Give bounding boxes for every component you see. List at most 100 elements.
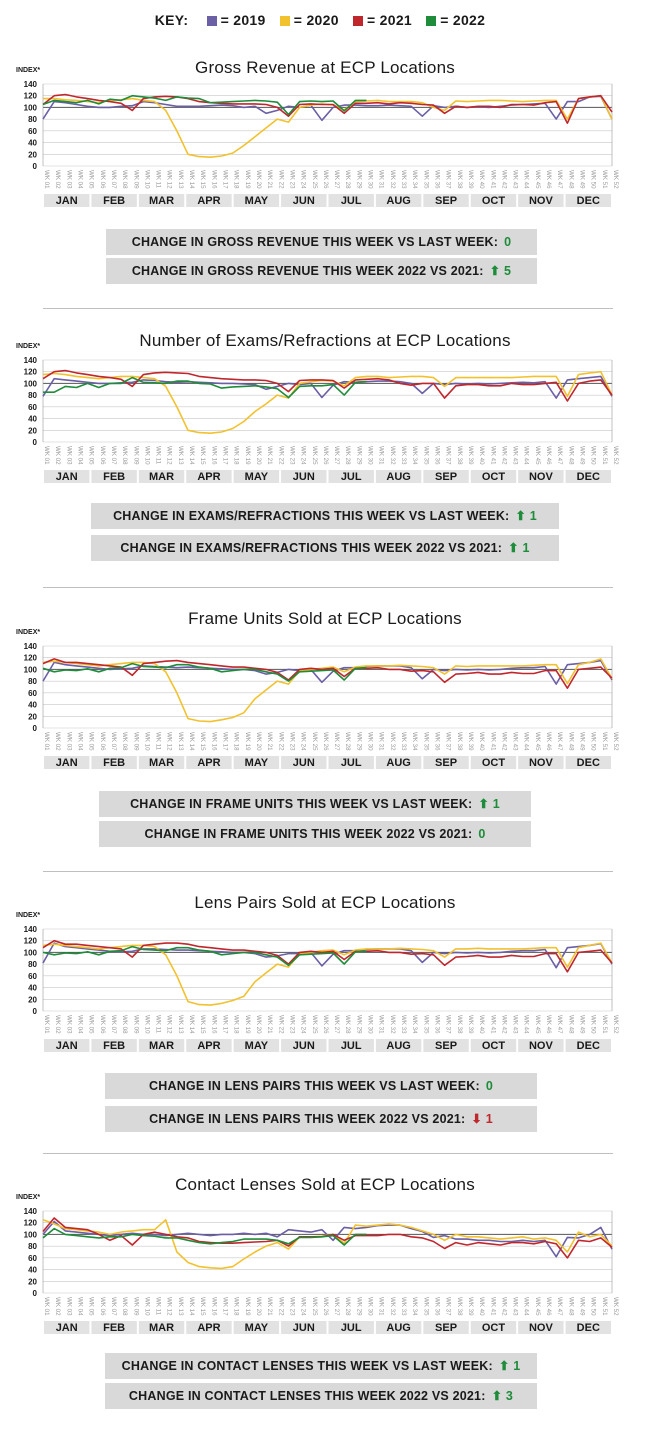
month-label: JUN <box>293 757 315 769</box>
change-box: CHANGE IN LENS PAIRS THIS WEEK 2022 VS 2… <box>105 1106 537 1132</box>
y-tick-label: 140 <box>24 356 38 365</box>
month-cell <box>518 1321 564 1334</box>
x-tick-label: WK 40 <box>478 732 485 751</box>
change-box: CHANGE IN GROSS REVENUE THIS WEEK 2022 V… <box>106 258 537 284</box>
y-tick-label: 140 <box>24 80 38 89</box>
change-label: CHANGE IN FRAME UNITS THIS WEEK 2022 VS … <box>144 827 473 841</box>
change-value: 0 <box>504 235 512 249</box>
month-label: JAN <box>56 757 78 769</box>
y-tick-label: 80 <box>28 391 37 400</box>
x-tick-label: WK 51 <box>601 1015 608 1034</box>
x-tick-label: WK 12 <box>166 732 173 751</box>
x-tick-label: WK 45 <box>534 1015 541 1034</box>
x-tick-label: WK 01 <box>43 446 50 465</box>
month-label: MAY <box>245 757 269 769</box>
change-label: CHANGE IN LENS PAIRS THIS WEEK VS LAST W… <box>149 1079 480 1093</box>
change-box: CHANGE IN CONTACT LENSES THIS WEEK 2022 … <box>105 1383 537 1409</box>
y-tick-label: 140 <box>24 1207 38 1216</box>
x-tick-label: WK 40 <box>478 446 485 465</box>
chart-gross-revenue: INDEX* 0 20 40 60 80 100 120 140 WK 01 WK 02 WK 03 W… <box>16 67 619 207</box>
x-tick-label: WK 11 <box>155 170 162 189</box>
x-tick-label: WK 28 <box>344 170 351 189</box>
x-tick-label: WK 06 <box>99 732 106 751</box>
series-line-2021 <box>42 939 613 973</box>
x-tick-label: WK 30 <box>367 732 374 751</box>
x-tick-label: WK 06 <box>99 1015 106 1034</box>
x-tick-label: WK 51 <box>601 1297 608 1316</box>
x-tick-label: WK 29 <box>355 732 362 751</box>
x-tick-label: WK 09 <box>132 446 139 465</box>
month-label: NOV <box>529 471 554 483</box>
x-tick-label: WK 33 <box>400 1015 407 1034</box>
month-cell <box>91 1039 137 1052</box>
chart-lens-pairs: INDEX* 0 20 40 60 80 100 120 140 WK 01 WK 02 WK 03 W… <box>16 912 619 1052</box>
x-tick-label: WK 13 <box>177 1297 184 1316</box>
month-label: MAR <box>149 1040 174 1052</box>
month-label: FEB <box>103 757 125 769</box>
month-label: JAN <box>56 471 78 483</box>
change-box: CHANGE IN EXAMS/REFRACTIONS THIS WEEK VS… <box>91 503 559 529</box>
x-tick-label: WK 46 <box>545 1015 552 1034</box>
x-tick-label: WK 41 <box>489 732 496 751</box>
y-tick-label: 120 <box>24 937 38 946</box>
month-label: JUN <box>293 1322 315 1334</box>
month-label: MAR <box>149 757 174 769</box>
x-tick-label: WK 43 <box>512 732 519 751</box>
change-value: ⬆ 3 <box>491 1389 514 1403</box>
month-cell <box>375 194 422 207</box>
x-tick-label: WK 33 <box>400 1297 407 1316</box>
x-tick-label: WK 26 <box>322 170 329 189</box>
y-tick-label: 100 <box>24 379 38 388</box>
x-tick-label: WK 27 <box>333 170 340 189</box>
x-tick-label: WK 15 <box>199 446 206 465</box>
x-tick-label: WK 31 <box>378 732 385 751</box>
month-label: OCT <box>482 1040 506 1052</box>
month-label: OCT <box>482 471 506 483</box>
change-label: CHANGE IN EXAMS/REFRACTIONS THIS WEEK VS… <box>113 509 510 523</box>
y-axis-label: INDEX* <box>16 1194 40 1201</box>
x-tick-label: WK 17 <box>222 170 229 189</box>
month-cell <box>186 1321 232 1334</box>
x-tick-label: WK 26 <box>322 732 329 751</box>
month-cell <box>328 1321 374 1334</box>
month-cell <box>470 470 517 483</box>
y-tick-label: 0 <box>33 1289 38 1298</box>
x-tick-label: WK 24 <box>300 1297 307 1316</box>
month-label: AUG <box>386 471 410 483</box>
x-tick-label: WK 39 <box>467 732 474 751</box>
month-label: MAY <box>245 195 269 207</box>
month-cell <box>138 1321 185 1334</box>
x-tick-label: WK 20 <box>255 732 262 751</box>
x-tick-label: WK 41 <box>489 170 496 189</box>
y-tick-label: 100 <box>24 1230 38 1239</box>
x-tick-label: WK 13 <box>177 170 184 189</box>
x-tick-label: WK 36 <box>433 170 440 189</box>
month-label: DEC <box>577 757 600 769</box>
x-tick-label: WK 20 <box>255 446 262 465</box>
x-tick-label: WK 12 <box>166 1015 173 1034</box>
x-tick-label: WK 07 <box>110 1015 117 1034</box>
x-tick-label: WK 09 <box>132 1297 139 1316</box>
x-tick-label: WK 33 <box>400 170 407 189</box>
x-tick-label: WK 03 <box>65 170 72 189</box>
x-tick-label: WK 49 <box>579 1015 586 1034</box>
month-cell <box>328 1039 374 1052</box>
x-tick-label: WK 28 <box>344 1297 351 1316</box>
y-tick-label: 40 <box>28 984 37 993</box>
x-tick-label: WK 11 <box>155 446 162 465</box>
x-tick-label: WK 14 <box>188 1297 195 1316</box>
month-label: JAN <box>56 1322 78 1334</box>
change-value: ⬆ 5 <box>489 264 512 278</box>
legend-item-2019: = 2019 <box>206 12 266 28</box>
month-cell <box>375 1321 422 1334</box>
month-label: MAY <box>245 471 269 483</box>
x-tick-label: WK 42 <box>500 732 507 751</box>
chart-contact-lenses: INDEX* 0 20 40 60 80 100 120 140 WK 01 WK 02 WK 03 W… <box>16 1194 619 1334</box>
month-cell <box>328 194 374 207</box>
y-tick-label: 100 <box>24 665 38 674</box>
x-tick-label: WK 01 <box>43 1297 50 1316</box>
x-tick-label: WK 07 <box>110 1297 117 1316</box>
x-tick-label: WK 10 <box>143 1297 150 1316</box>
x-tick-label: WK 36 <box>433 1297 440 1316</box>
x-tick-label: WK 08 <box>121 446 128 465</box>
